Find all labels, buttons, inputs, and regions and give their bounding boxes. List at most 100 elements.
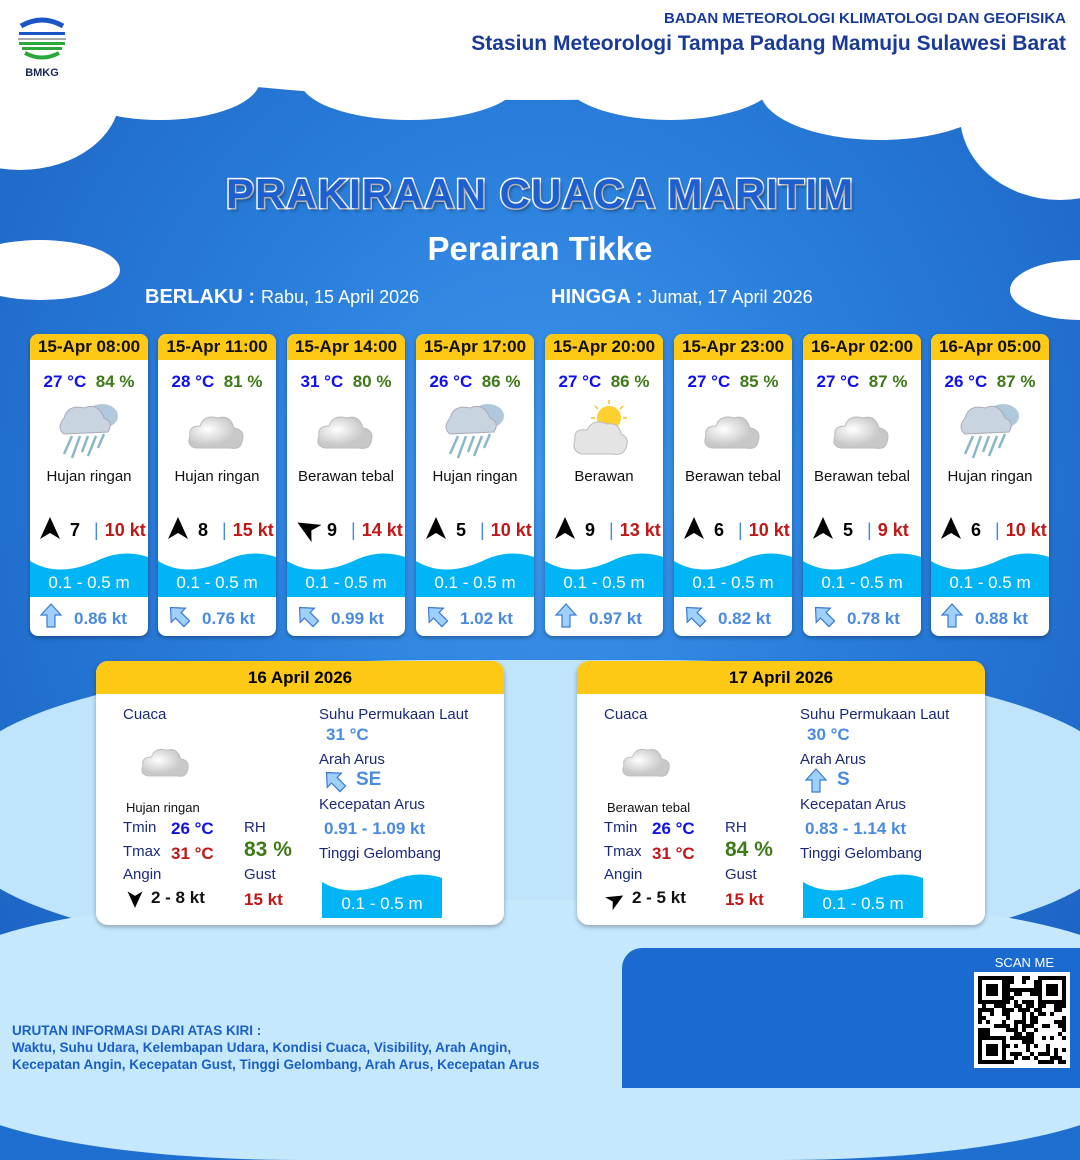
wind-speed: 8 xyxy=(198,520,209,540)
bmkg-logo: BMKG xyxy=(14,12,70,79)
gust-speed: 10 kt xyxy=(490,520,532,540)
current-direction: SE xyxy=(356,769,382,790)
forecast-time: 15-Apr 20:00 xyxy=(545,334,663,360)
current-speed: 1.02 kt xyxy=(460,608,513,628)
divider: | xyxy=(995,520,1000,540)
air-temperature: 27 °C xyxy=(43,372,87,391)
weather-condition: Hujan ringan xyxy=(174,468,260,485)
tmax: 31 °C xyxy=(171,844,214,863)
weather-condition: Berawan tebal xyxy=(298,468,394,485)
forecast-time: 15-Apr 17:00 xyxy=(416,334,534,360)
daily-wave-height: 0.1 - 0.5 m xyxy=(322,870,442,918)
gust-speed: 14 kt xyxy=(361,520,403,540)
cloud-icon xyxy=(287,398,405,462)
forecast-time: 15-Apr 08:00 xyxy=(30,334,148,360)
wind-direction-arrow-icon xyxy=(166,516,190,545)
wind-speed: 6 xyxy=(714,520,725,540)
legend-note: URUTAN INFORMASI DARI ATAS KIRI : Waktu,… xyxy=(12,1023,540,1072)
tmin: 26 °C xyxy=(171,819,214,838)
air-temperature: 27 °C xyxy=(558,372,602,391)
humidity: 87 % xyxy=(868,372,908,391)
daily-rh: 83 % xyxy=(244,838,292,861)
wind-direction-arrow-icon xyxy=(424,516,448,545)
wind-direction-arrow-icon xyxy=(939,516,963,545)
humidity: 80 % xyxy=(352,372,392,391)
wave-height: 0.1 - 0.5 m xyxy=(287,549,405,597)
current-direction: S xyxy=(837,769,850,790)
current-direction-arrow-icon xyxy=(803,768,829,799)
tmax: 31 °C xyxy=(652,844,695,863)
forecast-card: 15-Apr 11:00 28 °C 81 % Hujan ringan 8 | 1… xyxy=(158,334,276,636)
forecast-card: 16-Apr 02:00 27 °C 87 % Berawan tebal 5 |… xyxy=(803,334,921,636)
current-direction-arrow-icon xyxy=(811,603,847,634)
gust-speed: 10 kt xyxy=(748,520,790,540)
current-speed: 0.97 kt xyxy=(589,608,642,628)
forecast-card: 16-Apr 05:00 26 °C 87 % Hujan ringan 6 | 1… xyxy=(931,334,1049,636)
cloud-icon xyxy=(803,398,921,462)
forecast-time: 15-Apr 14:00 xyxy=(287,334,405,360)
cloud-icon xyxy=(136,733,196,793)
weather-condition: Berawan tebal xyxy=(685,468,781,485)
gust-speed: 10 kt xyxy=(104,520,146,540)
gust-speed: 13 kt xyxy=(619,520,661,540)
scan-label: SCAN ME xyxy=(994,955,1054,970)
air-temperature: 27 °C xyxy=(687,372,731,391)
current-speed-range: 0.83 - 1.14 kt xyxy=(805,819,907,838)
weather-condition: Hujan ringan xyxy=(947,468,1033,485)
current-speed: 0.86 kt xyxy=(74,608,127,628)
wave-height: 0.1 - 0.5 m xyxy=(416,549,534,597)
tmin: 26 °C xyxy=(652,819,695,838)
valid-from: BERLAKU : Rabu, 15 April 2026 xyxy=(145,286,420,308)
gust-speed: 15 kt xyxy=(232,520,274,540)
cloud-icon xyxy=(617,733,677,793)
agency-name: BADAN METEOROLOGI KLIMATOLOGI DAN GEOFIS… xyxy=(664,10,1066,27)
divider: | xyxy=(738,520,743,540)
wind-direction-arrow-icon xyxy=(38,516,62,545)
valid-to: HINGGA : Jumat, 17 April 2026 xyxy=(551,286,813,308)
divider: | xyxy=(222,520,227,540)
sea-surface-temperature: 30 °C xyxy=(807,725,850,744)
weather-condition: Hujan ringan xyxy=(46,468,132,485)
forecast-card: 15-Apr 20:00 27 °C 86 % Berawan 9 | 13 kt … xyxy=(545,334,663,636)
gust-speed: 9 kt xyxy=(877,520,909,540)
daily-date: 16 April 2026 xyxy=(96,661,504,694)
weather-condition: Berawan tebal xyxy=(814,468,910,485)
current-direction-arrow-icon xyxy=(939,603,975,634)
wind-speed: 5 xyxy=(843,520,854,540)
qr-code[interactable] xyxy=(974,972,1070,1068)
daily-gust: 15 kt xyxy=(725,890,764,909)
wind-speed: 5 xyxy=(456,520,467,540)
air-temperature: 26 °C xyxy=(944,372,988,391)
wind-direction-arrow-icon xyxy=(605,891,625,913)
humidity: 85 % xyxy=(739,372,779,391)
daily-date: 17 April 2026 xyxy=(577,661,985,694)
daily-condition: Berawan tebal xyxy=(607,800,691,815)
wind-direction-arrow-icon xyxy=(553,516,577,545)
current-direction-arrow-icon xyxy=(166,603,202,634)
wind-speed: 9 xyxy=(585,520,596,540)
daily-wind: 2 - 8 kt xyxy=(151,888,205,907)
partly-cloudy-icon xyxy=(545,398,663,462)
wave-height: 0.1 - 0.5 m xyxy=(545,549,663,597)
current-speed: 0.76 kt xyxy=(202,608,255,628)
rain-cloud-icon xyxy=(416,398,534,462)
daily-wave-height: 0.1 - 0.5 m xyxy=(803,870,923,918)
weather-condition: Berawan xyxy=(574,468,634,485)
page-title: PRAKIRAAN CUACA MARITIM xyxy=(224,169,855,219)
forecast-card: 15-Apr 23:00 27 °C 85 % Berawan tebal 6 |… xyxy=(674,334,792,636)
wave-height: 0.1 - 0.5 m xyxy=(158,549,276,597)
wind-speed: 7 xyxy=(70,520,81,540)
forecast-card: 15-Apr 14:00 31 °C 80 % Berawan tebal 9 |… xyxy=(287,334,405,636)
wave-height: 0.1 - 0.5 m xyxy=(30,549,148,597)
current-direction-arrow-icon xyxy=(682,603,718,634)
current-direction-arrow-icon xyxy=(322,768,348,799)
current-speed: 0.99 kt xyxy=(331,608,384,628)
wind-speed: 9 xyxy=(327,520,338,540)
humidity: 86 % xyxy=(610,372,650,391)
daily-wind: 2 - 5 kt xyxy=(632,888,686,907)
forecast-card: 15-Apr 08:00 27 °C 84 % Hujan ringan 7 | 1… xyxy=(30,334,148,636)
humidity: 84 % xyxy=(95,372,135,391)
wind-direction-arrow-icon xyxy=(126,891,144,913)
sea-surface-temperature: 31 °C xyxy=(326,725,369,744)
current-speed: 0.82 kt xyxy=(718,608,771,628)
